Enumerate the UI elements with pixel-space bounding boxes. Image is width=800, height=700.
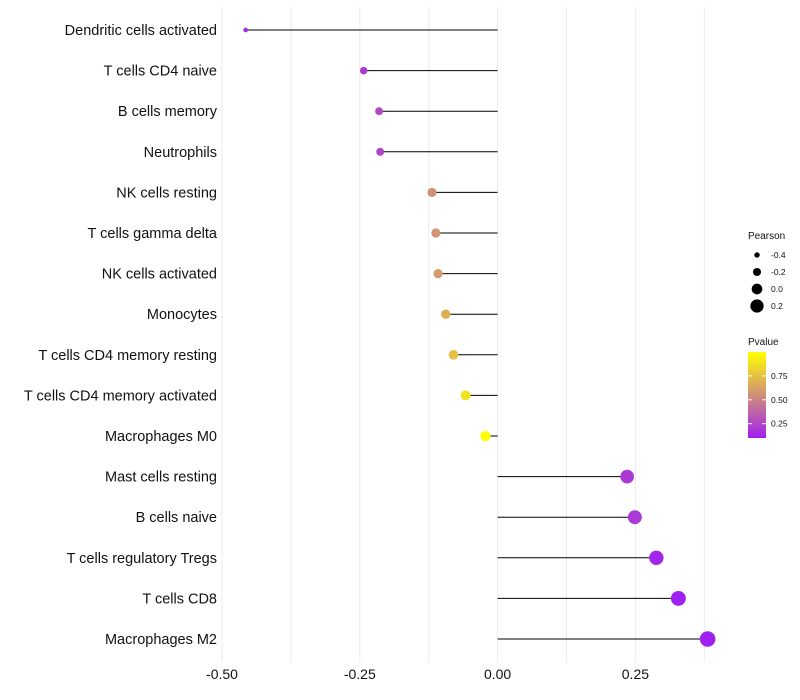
lollipop-point [441,309,451,319]
category-label: T cells CD8 [142,591,217,607]
category-label: B cells memory [118,104,218,120]
lollipop-point [376,147,385,156]
category-label: T cells regulatory Tregs [67,551,217,567]
size-legend-key [754,252,760,258]
category-label: B cells naive [136,510,217,526]
x-tick-label: -0.50 [206,666,238,682]
color-legend-label: 0.75 [771,371,788,381]
grid-layer [221,7,705,662]
size-legend-key [750,299,764,313]
size-legend-items: -0.4 -0.2 0.0 0.2 [750,250,786,313]
x-tick-label: -0.25 [344,666,376,682]
x-axis-ticks: -0.50 -0.25 0.00 0.25 [206,666,649,682]
category-label: T cells gamma delta [88,226,218,242]
category-label: T cells CD4 memory activated [24,388,217,404]
lollipop-point [649,550,664,565]
size-legend-label: 0.2 [771,301,783,311]
lollipop-point [480,430,491,442]
size-legend-title: Pearson [748,231,785,242]
category-label: Mast cells resting [105,470,217,486]
color-legend-label: 0.50 [771,395,788,405]
x-tick-label: 0.00 [484,666,511,682]
category-label: Dendritic cells activated [65,23,217,39]
size-legend-label: 0.0 [771,284,783,294]
lollipop-point [243,27,249,33]
stem-layer [245,29,708,640]
category-label: NK cells activated [102,267,217,283]
color-legend-title: Pvalue [748,337,779,348]
color-legend-label: 0.25 [771,419,788,429]
color-legend-items: 0.75 0.50 0.25 [748,371,788,429]
lollipop-point [627,510,642,525]
lollipop-point [620,469,634,484]
category-label: T cells CD4 naive [104,64,217,80]
lollipop-point [699,631,716,647]
lollipop-point [460,390,471,401]
lollipop-point [427,187,437,197]
lollipop-point [359,66,368,75]
category-label: Macrophages M0 [105,429,217,445]
category-label: NK cells resting [116,185,217,201]
lollipop-point [433,268,443,279]
size-legend-label: -0.4 [771,250,786,260]
category-label: T cells CD4 memory resting [38,348,217,364]
pvalue-colorbar [748,352,766,438]
lollipop-point [448,349,459,360]
category-labels: Dendritic cells activated T cells CD4 nai… [24,23,218,648]
legend: Pearson -0.4-0.20.00.2 Pvalue 0.750.500.… [748,231,788,438]
point-layer [243,27,716,647]
size-legend-label: -0.2 [771,267,786,277]
category-label: Macrophages M2 [105,632,217,648]
x-tick-label: 0.25 [622,666,649,682]
category-label: Neutrophils [144,145,217,161]
size-legend-key [751,283,763,295]
lollipop-point [375,107,384,116]
category-label: Monocytes [147,307,217,323]
size-legend-key [752,267,762,277]
lollipop-point [670,590,686,606]
lollipop-point [431,228,441,238]
